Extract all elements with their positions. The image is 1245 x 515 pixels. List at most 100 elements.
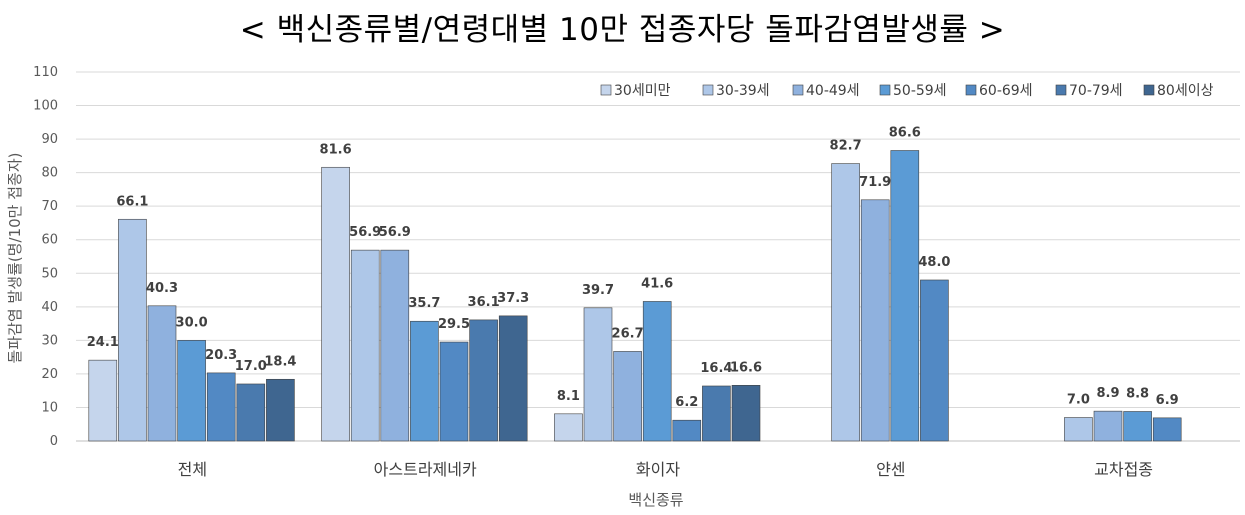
data-label: 6.9 xyxy=(1156,393,1179,408)
bar xyxy=(890,150,920,442)
bar xyxy=(88,359,118,442)
bar xyxy=(410,320,439,442)
legend-label: 60-69세 xyxy=(979,83,1033,99)
bar xyxy=(642,301,672,442)
category-label: 얀센 xyxy=(876,460,905,479)
bar xyxy=(266,378,295,442)
y-tick-label: 60 xyxy=(41,233,58,248)
bar xyxy=(498,315,528,442)
bar xyxy=(350,249,380,442)
legend-item: 50-59세 xyxy=(879,83,947,99)
y-tick-label: 70 xyxy=(41,199,58,214)
bar xyxy=(920,279,949,442)
data-label: 35.7 xyxy=(408,296,440,311)
bar xyxy=(147,305,177,442)
legend-swatch xyxy=(600,84,612,96)
y-tick-label: 90 xyxy=(41,132,58,147)
data-label: 16.4 xyxy=(700,361,732,376)
y-tick-label: 30 xyxy=(41,333,58,348)
bar xyxy=(860,199,890,442)
data-label: 18.4 xyxy=(264,354,296,369)
bar xyxy=(672,419,702,442)
data-label: 8.8 xyxy=(1126,386,1149,401)
data-label: 20.3 xyxy=(205,348,237,363)
bar xyxy=(1152,417,1182,442)
data-label: 56.9 xyxy=(379,225,411,240)
legend-item: 40-49세 xyxy=(792,83,860,99)
legend-swatch xyxy=(879,84,891,96)
category-label: 아스트라제네카 xyxy=(374,460,477,479)
bar xyxy=(469,319,498,442)
data-label: 66.1 xyxy=(116,194,148,209)
legend-swatch xyxy=(792,84,804,96)
data-label: 82.7 xyxy=(830,139,862,154)
y-tick-label: 20 xyxy=(41,367,58,382)
y-tick-label: 110 xyxy=(33,65,58,80)
bar xyxy=(1064,417,1093,442)
bar xyxy=(613,351,642,442)
legend-label: 50-59세 xyxy=(893,83,947,99)
legend-item: 30-39세 xyxy=(702,83,770,99)
data-label: 29.5 xyxy=(438,317,470,332)
data-label: 81.6 xyxy=(320,142,352,157)
y-axis-ticks: 0 10 20 30 40 50 60 70 80 90 100 110 xyxy=(33,65,58,449)
x-axis-title: 백신종류 xyxy=(628,491,683,509)
bar xyxy=(1093,410,1123,442)
legend-label: 80세이상 xyxy=(1157,83,1214,99)
category-label: 화이자 xyxy=(636,460,680,479)
data-label: 8.1 xyxy=(557,389,580,404)
legend-label: 30-39세 xyxy=(716,83,770,99)
bar xyxy=(439,341,469,442)
data-label: 48.0 xyxy=(918,255,950,270)
x-axis-categories: 전체 아스트라제네카 화이자 얀센 교차접종 xyxy=(178,460,1153,479)
data-label: 36.1 xyxy=(468,295,500,310)
category-label: 교차접종 xyxy=(1094,460,1153,479)
category-label: 전체 xyxy=(178,460,207,479)
bar xyxy=(831,163,860,442)
legend-label: 30세미만 xyxy=(614,83,671,99)
data-label: 8.9 xyxy=(1096,386,1119,401)
legend-item: 80세이상 xyxy=(1143,83,1214,99)
bar xyxy=(206,372,236,442)
bar xyxy=(583,307,613,442)
bar xyxy=(321,166,350,442)
y-tick-label: 50 xyxy=(41,266,58,281)
data-label: 37.3 xyxy=(497,291,529,306)
bar xyxy=(731,385,761,442)
legend-item: 30세미만 xyxy=(600,83,671,99)
data-label: 41.6 xyxy=(641,276,673,291)
data-label: 56.9 xyxy=(349,225,381,240)
data-label: 16.6 xyxy=(730,360,762,375)
data-labels: 24.1 66.1 40.3 30.0 20.317.018.4 81.6 56.956.9… xyxy=(87,125,1179,410)
data-label: 26.7 xyxy=(612,326,644,341)
legend-item: 60-69세 xyxy=(965,83,1033,99)
y-tick-label: 80 xyxy=(41,166,58,181)
legend-item: 70-79세 xyxy=(1055,83,1123,99)
y-tick-label: 100 xyxy=(33,99,58,114)
bar xyxy=(702,385,731,442)
bar xyxy=(236,383,266,442)
data-label: 86.6 xyxy=(889,125,921,140)
data-label: 71.9 xyxy=(859,175,891,190)
legend-swatch xyxy=(965,84,977,96)
bar xyxy=(177,340,206,442)
bar xyxy=(554,413,583,442)
legend-swatch xyxy=(702,84,714,96)
data-label: 39.7 xyxy=(582,283,614,298)
bar xyxy=(380,249,410,442)
legend: 30세미만 30-39세 40-49세 50-59세 60-69세 70-79세 80세이상 xyxy=(600,83,1214,99)
bars xyxy=(88,150,1182,442)
data-label: 17.0 xyxy=(235,359,267,374)
legend-label: 40-49세 xyxy=(806,83,860,99)
legend-swatch xyxy=(1143,84,1155,96)
y-axis-title: 돌파감염 발생률(명/10만 접종자) xyxy=(6,153,24,364)
data-label: 7.0 xyxy=(1067,393,1090,408)
data-label: 6.2 xyxy=(675,395,698,410)
y-tick-label: 10 xyxy=(41,400,58,415)
data-label: 24.1 xyxy=(87,335,119,350)
data-label: 30.0 xyxy=(176,315,208,330)
y-tick-label: 40 xyxy=(41,300,58,315)
bar xyxy=(118,218,147,442)
y-tick-label: 0 xyxy=(50,434,58,449)
